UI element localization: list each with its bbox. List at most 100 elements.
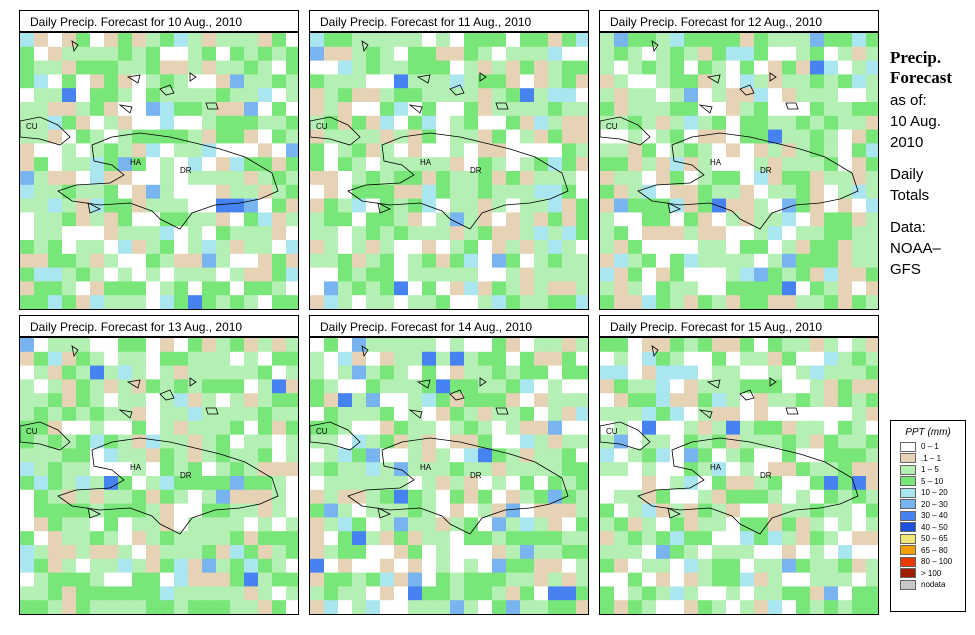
precip-cell (726, 379, 741, 394)
precip-cell (132, 379, 147, 394)
precip-cell (492, 420, 507, 436)
precip-cell (76, 267, 91, 282)
precip-cell (338, 157, 353, 172)
precip-cell (754, 489, 769, 505)
precip-cell (712, 351, 727, 367)
precip-cell (726, 60, 741, 75)
precip-cell (202, 531, 217, 546)
precip-cell (464, 517, 479, 532)
precip-cell (670, 267, 685, 282)
precip-cell (90, 600, 105, 614)
precip-cell (810, 434, 825, 449)
precip-cell (478, 184, 493, 200)
precip-cell (562, 253, 577, 269)
precip-cell (450, 393, 465, 408)
precip-cell (628, 143, 643, 158)
precip-cell (628, 253, 643, 269)
precip-cell (188, 129, 203, 144)
legend-swatch (900, 556, 916, 567)
precip-cell (160, 393, 175, 408)
precip-cell (642, 338, 657, 353)
precip-cell (146, 198, 161, 213)
precip-cell (450, 226, 465, 241)
precip-cell (202, 129, 217, 144)
precip-cell (48, 184, 63, 200)
precip-cell (90, 572, 105, 587)
precip-cell (852, 102, 867, 117)
precip-cell (436, 503, 451, 518)
precip-cell (202, 503, 217, 518)
precip-cell (824, 88, 839, 103)
precip-cell (20, 600, 35, 614)
precip-cell (146, 407, 161, 422)
precip-cell (118, 420, 133, 436)
precip-cell (464, 115, 479, 131)
forecast-panel-1: Daily Precip. Forecast for 10 Aug., 2010… (19, 10, 299, 310)
precip-cell (576, 351, 588, 367)
precip-cell (600, 586, 615, 601)
precip-cell (174, 351, 189, 367)
precip-cell (866, 545, 878, 560)
precip-cell (698, 531, 713, 546)
precip-cell (534, 434, 549, 449)
precip-cell (866, 115, 878, 131)
precip-cell (48, 407, 63, 422)
precip-cell (782, 365, 797, 380)
precip-cell (230, 88, 245, 103)
precip-cell (436, 407, 451, 422)
precip-cell (768, 503, 783, 518)
precip-cell (796, 448, 811, 463)
precip-cell (62, 253, 77, 269)
precip-cell (286, 198, 298, 213)
precip-cell (506, 379, 521, 394)
precip-cell (478, 448, 493, 463)
precip-cell (48, 129, 63, 144)
precip-cell (492, 531, 507, 546)
precip-cell (146, 351, 161, 367)
precip-cell (698, 157, 713, 172)
precip-cell (310, 434, 325, 449)
precip-cell (866, 476, 878, 491)
precip-cell (48, 295, 63, 309)
precip-cell (34, 198, 49, 213)
precip-cell (450, 171, 465, 186)
precip-cell (548, 572, 563, 587)
precip-cell (20, 476, 35, 491)
precip-cell (352, 586, 367, 601)
precip-cell (408, 281, 423, 296)
precip-cell (506, 517, 521, 532)
precip-cell (768, 379, 783, 394)
precip-cell (492, 46, 507, 62)
coastline (408, 104, 423, 114)
precip-cell (118, 88, 133, 103)
precip-cell (90, 295, 105, 309)
precip-cell (146, 74, 161, 89)
precip-cell (408, 586, 423, 601)
precip-cell (244, 198, 259, 213)
precip-cell (90, 198, 105, 213)
precip-cell (810, 545, 825, 560)
precip-cell (62, 60, 77, 75)
precip-cell (286, 531, 298, 546)
precip-cell (450, 545, 465, 560)
precip-cell (118, 46, 133, 62)
precip-cell (726, 46, 741, 62)
precip-cell (684, 171, 699, 186)
precip-cell (478, 60, 493, 75)
precip-cell (118, 434, 133, 449)
coastline (347, 132, 569, 230)
legend-swatch (900, 487, 916, 498)
precip-cell (824, 600, 839, 614)
precip-cell (712, 212, 727, 227)
precip-cell (520, 489, 535, 505)
precip-cell (338, 393, 353, 408)
precip-cell (90, 503, 105, 518)
country-label-dominican_republic: DR (470, 166, 482, 175)
precip-cell (838, 517, 853, 532)
precip-cell (90, 448, 105, 463)
precip-cell (754, 267, 769, 282)
precip-cell (76, 33, 91, 48)
precip-cell (782, 184, 797, 200)
precip-cell (338, 434, 353, 449)
